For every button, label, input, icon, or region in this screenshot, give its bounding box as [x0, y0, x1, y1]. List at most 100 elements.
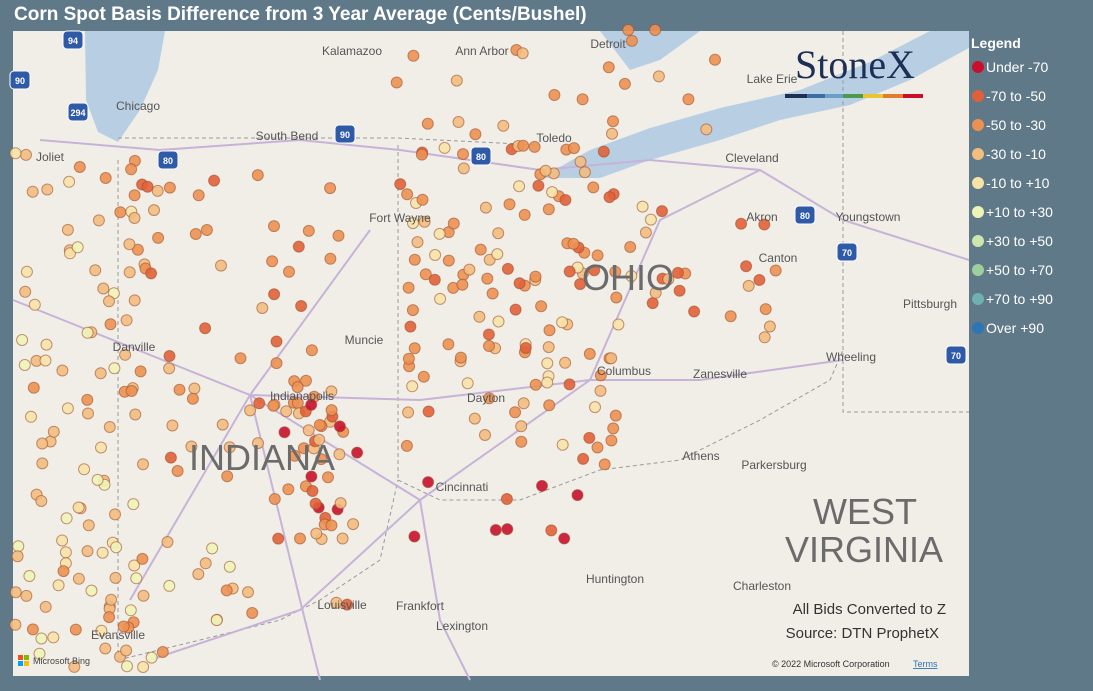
bid-point	[529, 378, 542, 391]
bid-point	[469, 128, 482, 141]
city-label: Indianapolis	[270, 389, 334, 403]
bid-point	[68, 660, 81, 673]
bid-point	[450, 74, 463, 87]
shield	[945, 345, 967, 365]
bid-point	[442, 254, 455, 267]
bid-point	[486, 287, 499, 300]
bid-point	[536, 479, 548, 492]
city-label: Ann Arbor	[455, 44, 508, 58]
bid-point	[11, 550, 24, 563]
bid-point	[325, 404, 338, 417]
bid-point	[163, 350, 176, 362]
bid-point	[532, 179, 545, 192]
bid-point	[541, 357, 554, 370]
bid-point	[306, 485, 319, 497]
bid-point	[9, 147, 22, 160]
bid-point	[758, 331, 771, 344]
bid-point	[639, 226, 652, 239]
bid-point	[598, 458, 611, 471]
bid-point	[468, 412, 481, 425]
bid-point	[266, 255, 279, 268]
bid-point	[568, 142, 580, 155]
bid-point	[438, 141, 451, 154]
bid-point	[105, 593, 118, 606]
bid-point	[594, 384, 607, 397]
bid-point	[602, 61, 615, 74]
bid-point	[252, 437, 264, 450]
bid-point	[137, 661, 150, 673]
bid-point	[404, 320, 417, 333]
bid-point	[244, 404, 257, 417]
bid-point	[148, 204, 160, 217]
shield	[794, 205, 816, 225]
bid-point	[109, 508, 121, 521]
bid-point	[85, 584, 98, 597]
bid-point	[402, 406, 415, 419]
bid-point	[128, 294, 141, 307]
place-labels: Kalamazoo Ann Arbor Detroit Chicago South Be…	[36, 37, 957, 642]
bid-point	[99, 172, 112, 184]
bid-point	[571, 489, 584, 502]
bid-point	[20, 148, 32, 161]
shield-number: 294	[70, 108, 85, 118]
legend-swatch	[972, 322, 984, 334]
bid-point	[709, 53, 721, 66]
bid-point	[72, 572, 85, 585]
bid-point	[482, 328, 495, 341]
bid-point	[500, 493, 513, 505]
bid-point	[609, 265, 622, 278]
city-label: South Bend	[256, 129, 319, 143]
city-label: Cincinnati	[436, 480, 489, 494]
bid-point	[483, 392, 496, 405]
bid-point	[137, 458, 149, 471]
bid-points	[9, 24, 782, 673]
shield-number: 80	[163, 156, 173, 166]
bid-point	[137, 589, 150, 602]
bid-point	[268, 220, 280, 233]
bid-point	[163, 362, 176, 375]
bid-point	[518, 208, 531, 221]
legend-swatch	[972, 206, 984, 218]
bid-point	[103, 295, 115, 308]
bid-point	[333, 448, 346, 461]
bid-point	[216, 418, 229, 431]
bid-point	[270, 335, 283, 348]
bid-point	[110, 541, 123, 554]
bid-point	[517, 397, 530, 410]
bid-point	[41, 183, 54, 196]
legend-swatch	[972, 293, 984, 305]
bid-point	[288, 449, 301, 462]
bid-point	[59, 546, 72, 559]
bid-point	[123, 238, 136, 251]
bing-logo	[18, 655, 29, 666]
copyright: © 2022 Microsoft Corporation	[772, 659, 890, 669]
bid-point	[164, 451, 177, 464]
bid-point	[491, 248, 504, 261]
bid-point	[200, 224, 213, 236]
terms-link[interactable]: Terms	[913, 659, 938, 669]
shield	[470, 146, 492, 166]
bid-point	[305, 398, 318, 411]
bid-point	[39, 600, 52, 613]
bid-point	[546, 186, 559, 199]
bid-point	[758, 218, 771, 231]
bid-point	[28, 298, 41, 311]
bid-point	[574, 155, 587, 168]
bid-point	[152, 231, 165, 244]
bid-point	[545, 524, 558, 537]
bid-point	[740, 260, 753, 273]
bing: Microsoft Bing	[33, 656, 90, 666]
bid-point	[305, 470, 318, 483]
bid-point	[302, 224, 315, 237]
bid-point	[61, 402, 74, 415]
bid-point	[223, 560, 236, 573]
bid-point	[517, 139, 530, 152]
bid-point	[72, 501, 85, 514]
bid-point	[408, 342, 421, 355]
shield	[67, 102, 89, 122]
bid-point	[292, 240, 305, 253]
bid-point	[99, 642, 112, 655]
legend-item: -70 to -50	[986, 88, 1046, 104]
bid-point	[25, 410, 37, 423]
bid-point	[336, 532, 349, 545]
